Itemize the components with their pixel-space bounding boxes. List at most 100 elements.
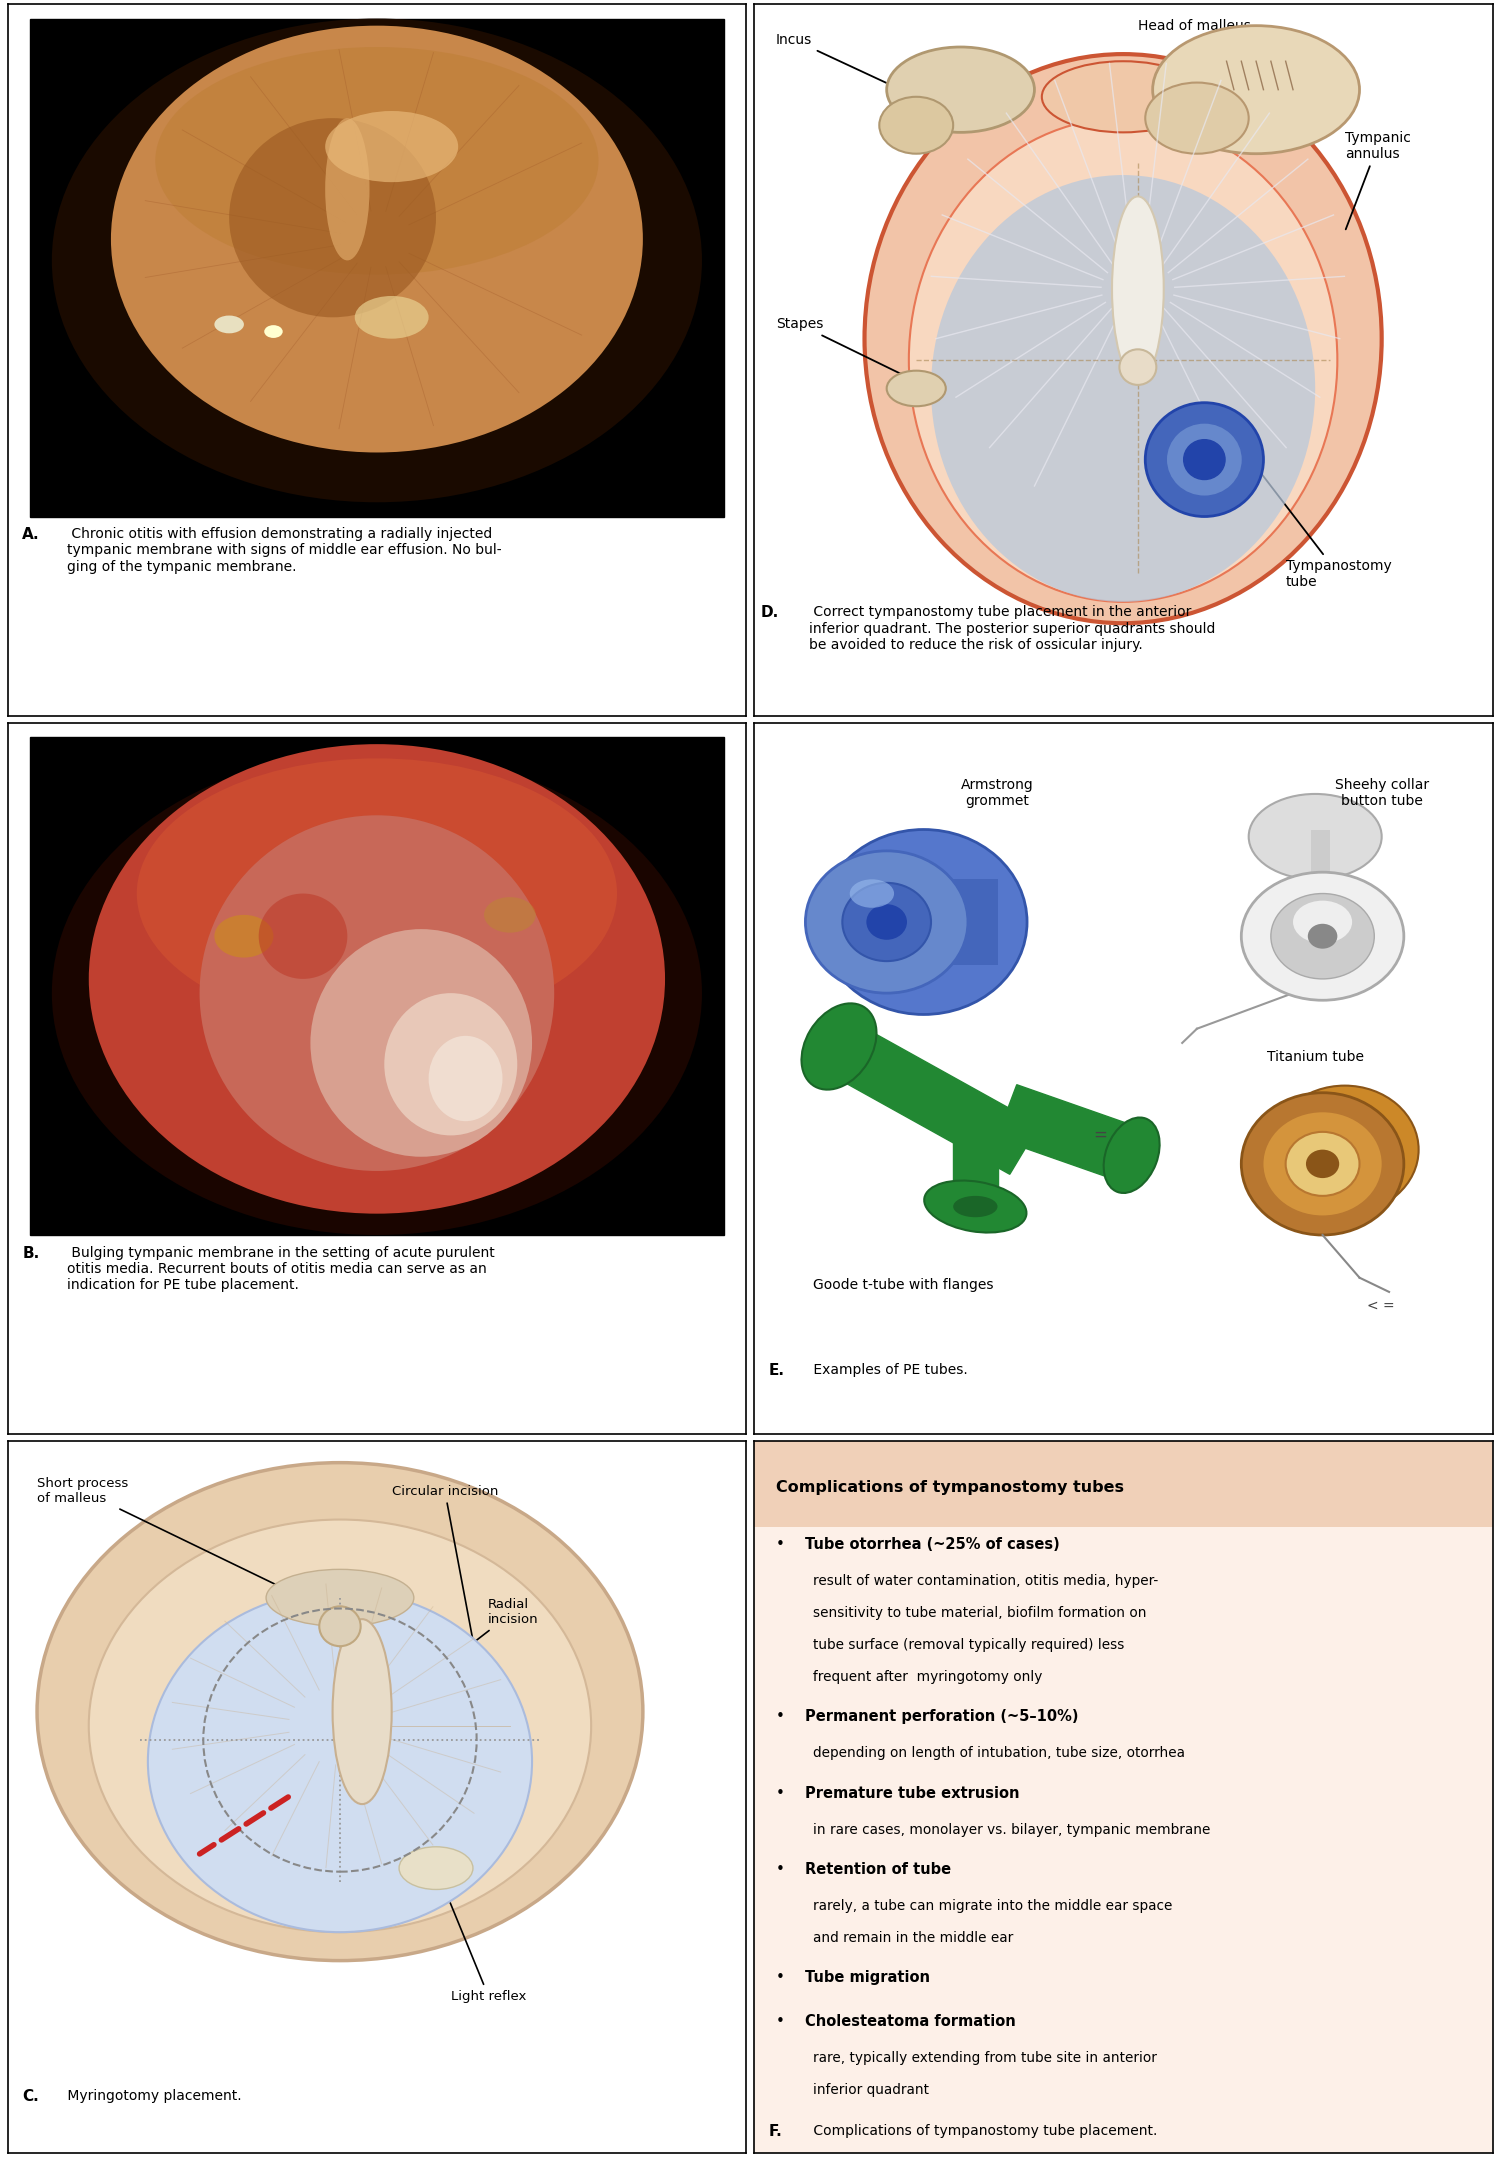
Ellipse shape: [1300, 1111, 1389, 1189]
Text: Stapes: Stapes: [776, 317, 914, 380]
Ellipse shape: [326, 119, 369, 261]
Bar: [753, 1441, 1492, 1527]
Text: E.: E.: [768, 1363, 784, 1378]
Text: Bulging tympanic membrane in the setting of acute purulent
otitis media. Recurre: Bulging tympanic membrane in the setting…: [66, 1247, 495, 1292]
Text: Light reflex: Light reflex: [436, 1870, 526, 2002]
Polygon shape: [996, 1085, 1155, 1186]
Bar: [836, 880, 998, 964]
Text: •: •: [776, 1969, 784, 1984]
Text: Examples of PE tubes.: Examples of PE tubes.: [808, 1363, 968, 1376]
Text: Permanent perforation (~5–10%): Permanent perforation (~5–10%): [806, 1711, 1078, 1723]
Ellipse shape: [886, 371, 946, 406]
Ellipse shape: [53, 751, 702, 1236]
Text: tube surface (removal typically required) less: tube surface (removal typically required…: [813, 1639, 1124, 1652]
Text: •: •: [776, 1861, 784, 1877]
Ellipse shape: [821, 830, 1028, 1014]
Text: Tube otorrhea (~25% of cases): Tube otorrhea (~25% of cases): [806, 1538, 1060, 1553]
Text: B.: B.: [22, 1247, 39, 1260]
Bar: [30, 19, 724, 516]
Ellipse shape: [1293, 902, 1352, 943]
Ellipse shape: [148, 1590, 532, 1933]
Ellipse shape: [264, 326, 282, 339]
Ellipse shape: [909, 119, 1338, 602]
Bar: [1311, 830, 1330, 915]
Text: Premature tube extrusion: Premature tube extrusion: [806, 1786, 1020, 1801]
Ellipse shape: [1112, 196, 1164, 382]
Text: D.: D.: [760, 606, 780, 621]
Text: frequent after  myringotomy only: frequent after myringotomy only: [813, 1670, 1042, 1685]
Ellipse shape: [924, 1180, 1026, 1232]
Text: Correct tympanostomy tube placement in the anterior
inferior quadrant. The poste: Correct tympanostomy tube placement in t…: [808, 606, 1215, 651]
Text: rarely, a tube can migrate into the middle ear space: rarely, a tube can migrate into the midd…: [813, 1898, 1172, 1913]
Ellipse shape: [1263, 1113, 1382, 1214]
Ellipse shape: [1242, 871, 1404, 1001]
Ellipse shape: [156, 47, 598, 274]
Ellipse shape: [806, 850, 968, 992]
Text: Circular incision: Circular incision: [392, 1484, 498, 1637]
Ellipse shape: [200, 815, 554, 1171]
Circle shape: [320, 1607, 360, 1646]
Ellipse shape: [1152, 26, 1359, 153]
Ellipse shape: [53, 19, 702, 503]
Ellipse shape: [1104, 1117, 1160, 1193]
Text: Retention of tube: Retention of tube: [806, 1861, 951, 1877]
Ellipse shape: [1270, 893, 1374, 979]
Text: in rare cases, monolayer vs. bilayer, tympanic membrane: in rare cases, monolayer vs. bilayer, ty…: [813, 1823, 1210, 1836]
Ellipse shape: [333, 1620, 392, 1803]
Ellipse shape: [1146, 82, 1248, 153]
Text: sensitivity to tube material, biofilm formation on: sensitivity to tube material, biofilm fo…: [813, 1607, 1146, 1620]
Ellipse shape: [801, 1003, 876, 1089]
Text: depending on length of intubation, tube size, otorrhea: depending on length of intubation, tube …: [813, 1747, 1185, 1760]
Ellipse shape: [886, 47, 1035, 132]
Bar: [30, 738, 724, 1236]
Text: result of water contamination, otitis media, hyper-: result of water contamination, otitis me…: [813, 1575, 1158, 1588]
Text: Complications of tympanostomy tubes: Complications of tympanostomy tubes: [776, 1480, 1124, 1495]
Ellipse shape: [484, 897, 536, 932]
Ellipse shape: [1042, 60, 1205, 132]
Ellipse shape: [1242, 1094, 1404, 1236]
Ellipse shape: [1306, 1150, 1340, 1178]
Ellipse shape: [214, 315, 244, 334]
Text: Goode t-tube with flanges: Goode t-tube with flanges: [813, 1277, 993, 1292]
Ellipse shape: [952, 1195, 998, 1217]
Text: F.: F.: [768, 2125, 782, 2140]
Text: Head of malleus: Head of malleus: [1138, 19, 1251, 73]
Text: Incus: Incus: [776, 32, 914, 95]
Bar: [952, 1113, 998, 1214]
Text: Armstrong
grommet: Armstrong grommet: [962, 779, 1034, 809]
Ellipse shape: [1286, 1132, 1359, 1195]
Ellipse shape: [326, 110, 458, 181]
Text: •: •: [776, 1538, 784, 1553]
Ellipse shape: [258, 893, 348, 979]
Text: Sheehy collar
button tube: Sheehy collar button tube: [1335, 779, 1428, 809]
Polygon shape: [806, 1012, 1040, 1173]
Ellipse shape: [230, 119, 436, 317]
Ellipse shape: [932, 175, 1316, 602]
Ellipse shape: [399, 1846, 472, 1890]
Text: Titanium tube: Titanium tube: [1266, 1050, 1364, 1063]
Text: Tympanostomy
tube: Tympanostomy tube: [1258, 468, 1392, 589]
Text: C.: C.: [22, 2088, 39, 2103]
Text: Tympanic
annulus: Tympanic annulus: [1344, 132, 1410, 229]
Ellipse shape: [849, 880, 894, 908]
Ellipse shape: [1270, 1085, 1419, 1214]
Text: Short process
of malleus: Short process of malleus: [38, 1478, 330, 1611]
Ellipse shape: [867, 904, 907, 940]
Ellipse shape: [266, 1570, 414, 1626]
Ellipse shape: [384, 992, 518, 1135]
Text: = =: = =: [1094, 1126, 1126, 1145]
Circle shape: [1184, 440, 1225, 479]
Text: Tube migration: Tube migration: [806, 1969, 930, 1984]
Ellipse shape: [136, 759, 616, 1029]
Text: •: •: [776, 1786, 784, 1801]
Text: •: •: [776, 1711, 784, 1723]
Text: •: •: [776, 2015, 784, 2030]
Text: rare, typically extending from tube site in anterior: rare, typically extending from tube site…: [813, 2051, 1156, 2064]
Circle shape: [1119, 349, 1156, 384]
Text: < =: < =: [1366, 1299, 1395, 1314]
Text: Myringotomy placement.: Myringotomy placement.: [63, 2088, 242, 2103]
Text: A.: A.: [22, 526, 40, 541]
Text: Cholesteatoma formation: Cholesteatoma formation: [806, 2015, 1016, 2030]
Circle shape: [1166, 423, 1244, 496]
Ellipse shape: [864, 54, 1382, 623]
